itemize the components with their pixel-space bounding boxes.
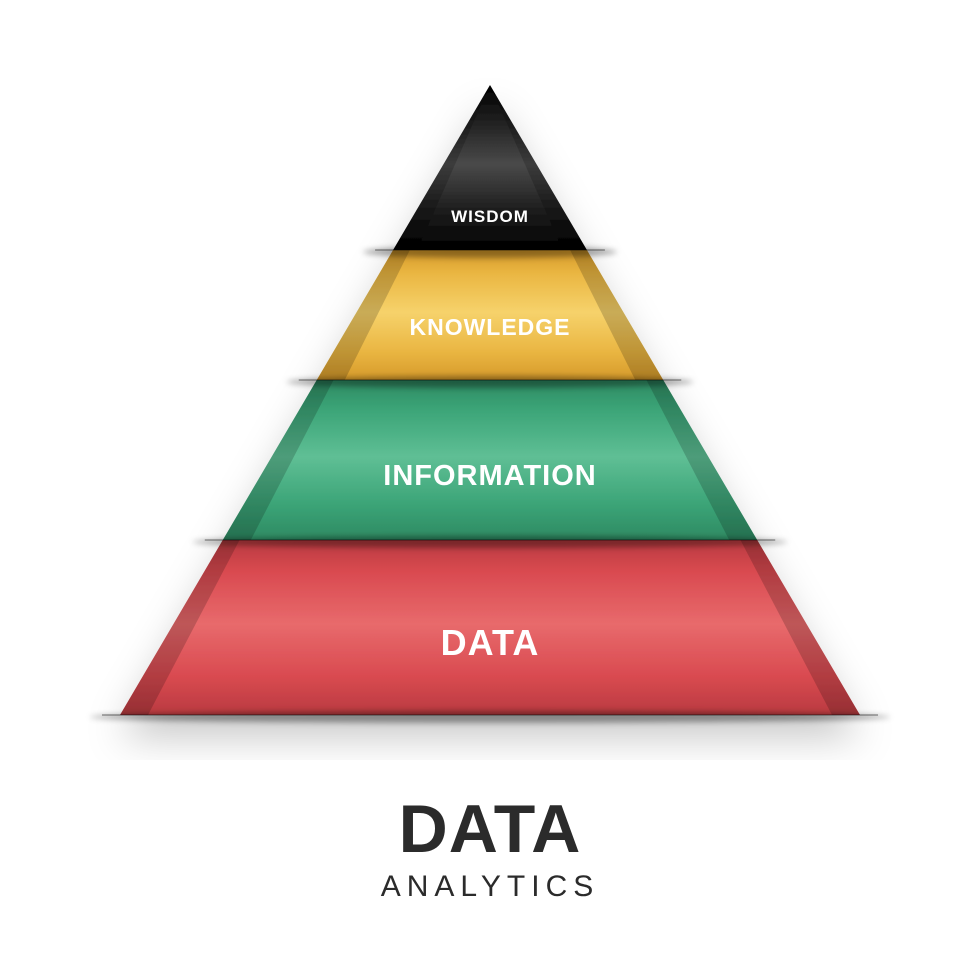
pyramid-label-data: DATA (441, 622, 540, 663)
title-main: DATA (0, 790, 980, 868)
pyramid-separator-shadow (193, 536, 787, 548)
pyramid-label-wisdom: WISDOM (451, 207, 529, 226)
infographic-canvas: WISDOM KNOWLEDGE INFORMATION DATA DATA ANAL… (0, 0, 980, 980)
pyramid-separator-shadow (363, 246, 617, 258)
pyramid-label-knowledge: KNOWLEDGE (409, 314, 570, 340)
title-sub: ANALYTICS (0, 870, 980, 904)
pyramid-label-information: INFORMATION (383, 460, 596, 492)
pyramid-separator-shadow (90, 711, 890, 723)
pyramid-diagram: WISDOM KNOWLEDGE INFORMATION DATA (0, 0, 980, 760)
pyramid-separator-shadow (287, 376, 694, 388)
